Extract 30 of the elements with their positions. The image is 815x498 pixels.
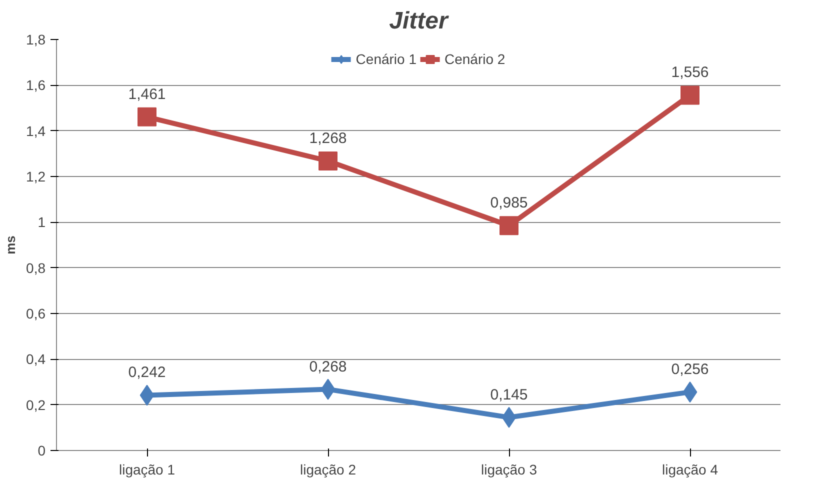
point: [318, 151, 338, 170]
y-tick-label: 1,2: [26, 168, 46, 184]
y-tick-label: 1,6: [26, 77, 46, 94]
data-label: 0,256: [671, 361, 709, 378]
data-label: 1,461: [128, 86, 166, 103]
point: [138, 107, 156, 126]
data-label: 0,268: [309, 358, 347, 376]
y-tick-label: 0: [38, 442, 46, 458]
x-tick-label: ligação 4: [662, 462, 718, 478]
y-tick-label: 1,8: [26, 32, 46, 48]
data-label: 0,145: [490, 386, 528, 404]
chart-title: Jitter: [389, 8, 450, 34]
data-label: 1,268: [309, 130, 347, 147]
legend-label: Cenário 1: [356, 51, 416, 67]
x-tick-label: ligação 3: [480, 462, 538, 478]
y-tick-label: 1: [38, 214, 46, 230]
legend-label: Cenário 2: [444, 51, 506, 67]
point: [680, 86, 700, 105]
x-tick-label: ligação 1: [118, 462, 176, 478]
y-axis-title: ms: [3, 236, 18, 254]
y-tick-label: 0,8: [26, 260, 46, 276]
y-tick-label: 0,6: [26, 306, 46, 322]
data-label: 1,556: [671, 64, 709, 82]
data-label: 0,985: [490, 194, 528, 212]
x-tick-label: ligação 2: [300, 462, 356, 478]
y-tick-label: 0,4: [26, 351, 46, 368]
y-tick-label: 0,2: [26, 396, 46, 413]
point: [500, 216, 518, 236]
data-label: 0,242: [128, 364, 166, 382]
y-tick-label: 1,4: [26, 122, 46, 139]
